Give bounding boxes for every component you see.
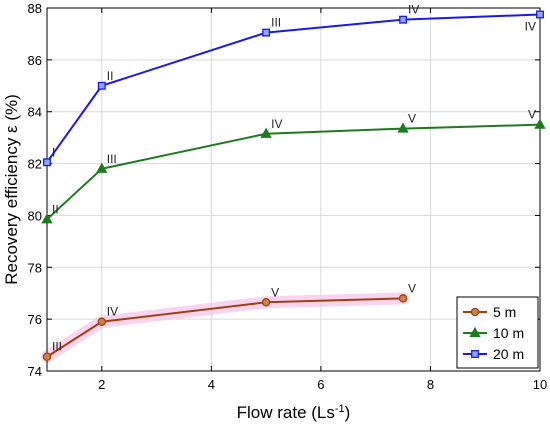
legend-marker bbox=[471, 350, 479, 358]
y-tick-label: 80 bbox=[28, 208, 42, 223]
point-label: V bbox=[408, 281, 416, 295]
data-point bbox=[397, 122, 409, 133]
point-label: IV bbox=[408, 3, 419, 17]
data-point bbox=[97, 317, 107, 326]
x-axis-title-sup: -1 bbox=[335, 403, 345, 415]
y-tick-label: 82 bbox=[28, 157, 42, 172]
legend-label: 20 m bbox=[493, 346, 524, 362]
point-label: III bbox=[107, 152, 117, 166]
data-point bbox=[261, 298, 271, 307]
point-label: V bbox=[528, 108, 536, 122]
series-line bbox=[46, 297, 404, 358]
data-point bbox=[42, 352, 52, 361]
legend-marker bbox=[470, 307, 480, 317]
point-label: II bbox=[107, 69, 114, 83]
series-5m: III IV V V bbox=[42, 281, 416, 361]
point-label: IV bbox=[107, 305, 118, 319]
plot-frame bbox=[46, 7, 541, 372]
point-label: I bbox=[52, 145, 55, 159]
x-axis-title-main: Flow rate (Ls bbox=[237, 403, 335, 422]
legend-label: 10 m bbox=[493, 325, 524, 341]
legend: 5 m 10 m 20 m bbox=[456, 296, 539, 369]
y-tick-label: 86 bbox=[28, 53, 42, 68]
point-label: V bbox=[271, 285, 279, 299]
point-label: IV bbox=[271, 117, 282, 131]
data-point bbox=[534, 118, 546, 129]
y-tick-label: 88 bbox=[28, 1, 42, 16]
x-axis-title: Flow rate (Ls-1) bbox=[237, 403, 351, 422]
point-label: II bbox=[52, 202, 59, 216]
data-point bbox=[262, 28, 271, 37]
legend-label: 5 m bbox=[493, 304, 516, 320]
point-label: III bbox=[271, 16, 281, 30]
x-tick-label: 4 bbox=[208, 377, 215, 392]
data-point bbox=[398, 294, 408, 303]
data-point bbox=[43, 158, 51, 167]
series-line bbox=[46, 13, 541, 163]
point-label: III bbox=[52, 340, 62, 354]
y-tick-label: 76 bbox=[28, 312, 42, 327]
data-point bbox=[41, 213, 53, 224]
data-point bbox=[536, 10, 544, 19]
y-axis-title: Recovery efficiency ε (%) bbox=[2, 94, 21, 285]
point-label: V bbox=[408, 112, 416, 126]
x-axis-title-close: ) bbox=[345, 403, 351, 422]
y-tick-label: 74 bbox=[28, 364, 42, 379]
data-point bbox=[399, 15, 408, 24]
series-line bbox=[46, 123, 541, 221]
legend-marker bbox=[469, 326, 481, 338]
y-tick-label: 78 bbox=[28, 260, 42, 275]
point-label: IV bbox=[525, 19, 536, 33]
x-tick-label: 6 bbox=[317, 377, 324, 392]
data-point bbox=[260, 127, 272, 138]
y-tick-label: 84 bbox=[28, 105, 42, 120]
x-tick-label: 8 bbox=[427, 377, 434, 392]
x-tick-label: 2 bbox=[98, 377, 105, 392]
x-tick-label: 10 bbox=[533, 377, 547, 392]
tick-layer: 2 4 6 8 10 74 76 78 80 82 84 86 88 bbox=[28, 1, 548, 392]
data-point bbox=[97, 81, 106, 90]
data-point bbox=[96, 162, 108, 173]
